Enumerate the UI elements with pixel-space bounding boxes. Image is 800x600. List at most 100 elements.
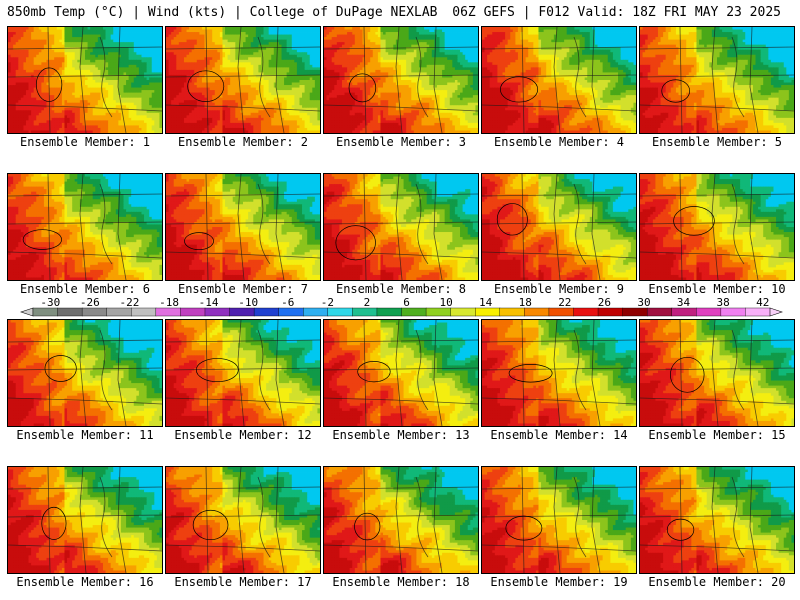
colorbar-swatch	[155, 307, 181, 317]
colorbar-swatch	[81, 307, 108, 317]
header-left-title: 850mb Temp (°C) | Wind (kts) | College o…	[7, 5, 437, 20]
ensemble-member-label: Ensemble Member: 10	[639, 282, 795, 296]
colorbar-swatch	[204, 307, 231, 317]
colorbar-tick-label: -26	[80, 296, 100, 309]
temperature-field	[640, 174, 794, 280]
ensemble-member-label: Ensemble Member: 20	[639, 575, 795, 589]
temperature-field	[166, 320, 320, 426]
ensemble-member-map	[165, 319, 321, 427]
colorbar-tick-label: 14	[479, 296, 492, 309]
temperature-field	[8, 467, 162, 573]
colorbar-tick-label: -14	[199, 296, 219, 309]
temperature-field	[640, 467, 794, 573]
ensemble-member-label: Ensemble Member: 13	[323, 428, 479, 442]
ensemble-member-map	[7, 466, 163, 574]
colorbar-tick-label: -10	[238, 296, 258, 309]
temperature-field	[482, 320, 636, 426]
colorbar-swatch	[327, 307, 353, 317]
colorbar-tick-label: 26	[598, 296, 611, 309]
colorbar-tick-label: 18	[519, 296, 532, 309]
ensemble-member-label: Ensemble Member: 9	[481, 282, 637, 296]
colorbar-tick-label: 2	[364, 296, 371, 309]
ensemble-member-map	[481, 173, 637, 281]
ensemble-member-map	[481, 319, 637, 427]
ensemble-member-label: Ensemble Member: 4	[481, 135, 637, 149]
colorbar-tick-label: 34	[677, 296, 690, 309]
colorbar-swatch	[475, 307, 501, 317]
ensemble-member-map	[639, 319, 795, 427]
ensemble-member-label: Ensemble Member: 7	[165, 282, 321, 296]
ensemble-member-label: Ensemble Member: 3	[323, 135, 479, 149]
colorbar-swatch	[57, 307, 83, 317]
colorbar-swatch	[622, 307, 648, 317]
temperature-colorbar	[20, 307, 783, 317]
temperature-field	[166, 27, 320, 133]
temperature-field	[324, 320, 478, 426]
ensemble-member-label: Ensemble Member: 11	[7, 428, 163, 442]
temperature-field	[482, 174, 636, 280]
ensemble-member-label: Ensemble Member: 15	[639, 428, 795, 442]
colorbar-swatch	[32, 307, 59, 317]
ensemble-member-label: Ensemble Member: 2	[165, 135, 321, 149]
temperature-field	[8, 174, 162, 280]
colorbar-tick-label: 22	[558, 296, 571, 309]
colorbar-swatch	[573, 307, 599, 317]
ensemble-member-label: Ensemble Member: 5	[639, 135, 795, 149]
temperature-field	[324, 467, 478, 573]
ensemble-member-map	[323, 319, 479, 427]
ensemble-member-map	[165, 466, 321, 574]
colorbar-left-arrow	[20, 307, 34, 317]
ensemble-member-label: Ensemble Member: 1	[7, 135, 163, 149]
colorbar-tick-label: 10	[439, 296, 452, 309]
colorbar-swatch	[696, 307, 722, 317]
ensemble-member-map	[323, 173, 479, 281]
colorbar-swatch	[499, 307, 525, 317]
colorbar-swatch	[106, 307, 132, 317]
colorbar-swatch	[376, 307, 402, 317]
temperature-field	[166, 174, 320, 280]
temperature-field	[640, 320, 794, 426]
colorbar-tick-label: 30	[637, 296, 650, 309]
ensemble-member-map	[481, 466, 637, 574]
temperature-field	[482, 27, 636, 133]
colorbar-swatch	[646, 307, 673, 317]
colorbar-swatch	[352, 307, 378, 317]
colorbar-swatch	[671, 307, 697, 317]
ensemble-member-label: Ensemble Member: 6	[7, 282, 163, 296]
ensemble-member-map	[639, 173, 795, 281]
colorbar-swatch	[745, 307, 771, 317]
colorbar-swatch	[720, 307, 746, 317]
temperature-field	[324, 27, 478, 133]
colorbar-tick-label: 6	[403, 296, 410, 309]
ensemble-member-map	[7, 173, 163, 281]
colorbar-tick-label: -30	[40, 296, 60, 309]
header-right-title: 06Z GEFS | F012 Valid: 18Z FRI MAY 23 20…	[452, 5, 781, 20]
colorbar-tick-label: -6	[281, 296, 294, 309]
colorbar-swatch	[524, 307, 550, 317]
colorbar-swatch	[450, 307, 476, 317]
ensemble-member-label: Ensemble Member: 16	[7, 575, 163, 589]
temperature-field	[324, 174, 478, 280]
temperature-field	[482, 467, 636, 573]
ensemble-member-map	[7, 26, 163, 134]
colorbar-swatch	[229, 307, 255, 317]
temperature-field	[640, 27, 794, 133]
temperature-field	[166, 467, 320, 573]
ensemble-member-label: Ensemble Member: 17	[165, 575, 321, 589]
colorbar-swatch	[401, 307, 427, 317]
colorbar-swatch	[425, 307, 452, 317]
ensemble-member-label: Ensemble Member: 12	[165, 428, 321, 442]
ensemble-member-map	[165, 26, 321, 134]
ensemble-member-map	[323, 26, 479, 134]
colorbar-swatch	[131, 307, 157, 317]
temperature-field	[8, 320, 162, 426]
colorbar-swatch	[278, 307, 304, 317]
ensemble-member-map	[639, 466, 795, 574]
colorbar-swatch	[548, 307, 574, 317]
colorbar-tick-label: -22	[120, 296, 140, 309]
colorbar-tick-label: -2	[321, 296, 334, 309]
colorbar-right-arrow	[769, 307, 783, 317]
ensemble-member-map	[165, 173, 321, 281]
colorbar-swatch	[180, 307, 206, 317]
ensemble-member-label: Ensemble Member: 18	[323, 575, 479, 589]
